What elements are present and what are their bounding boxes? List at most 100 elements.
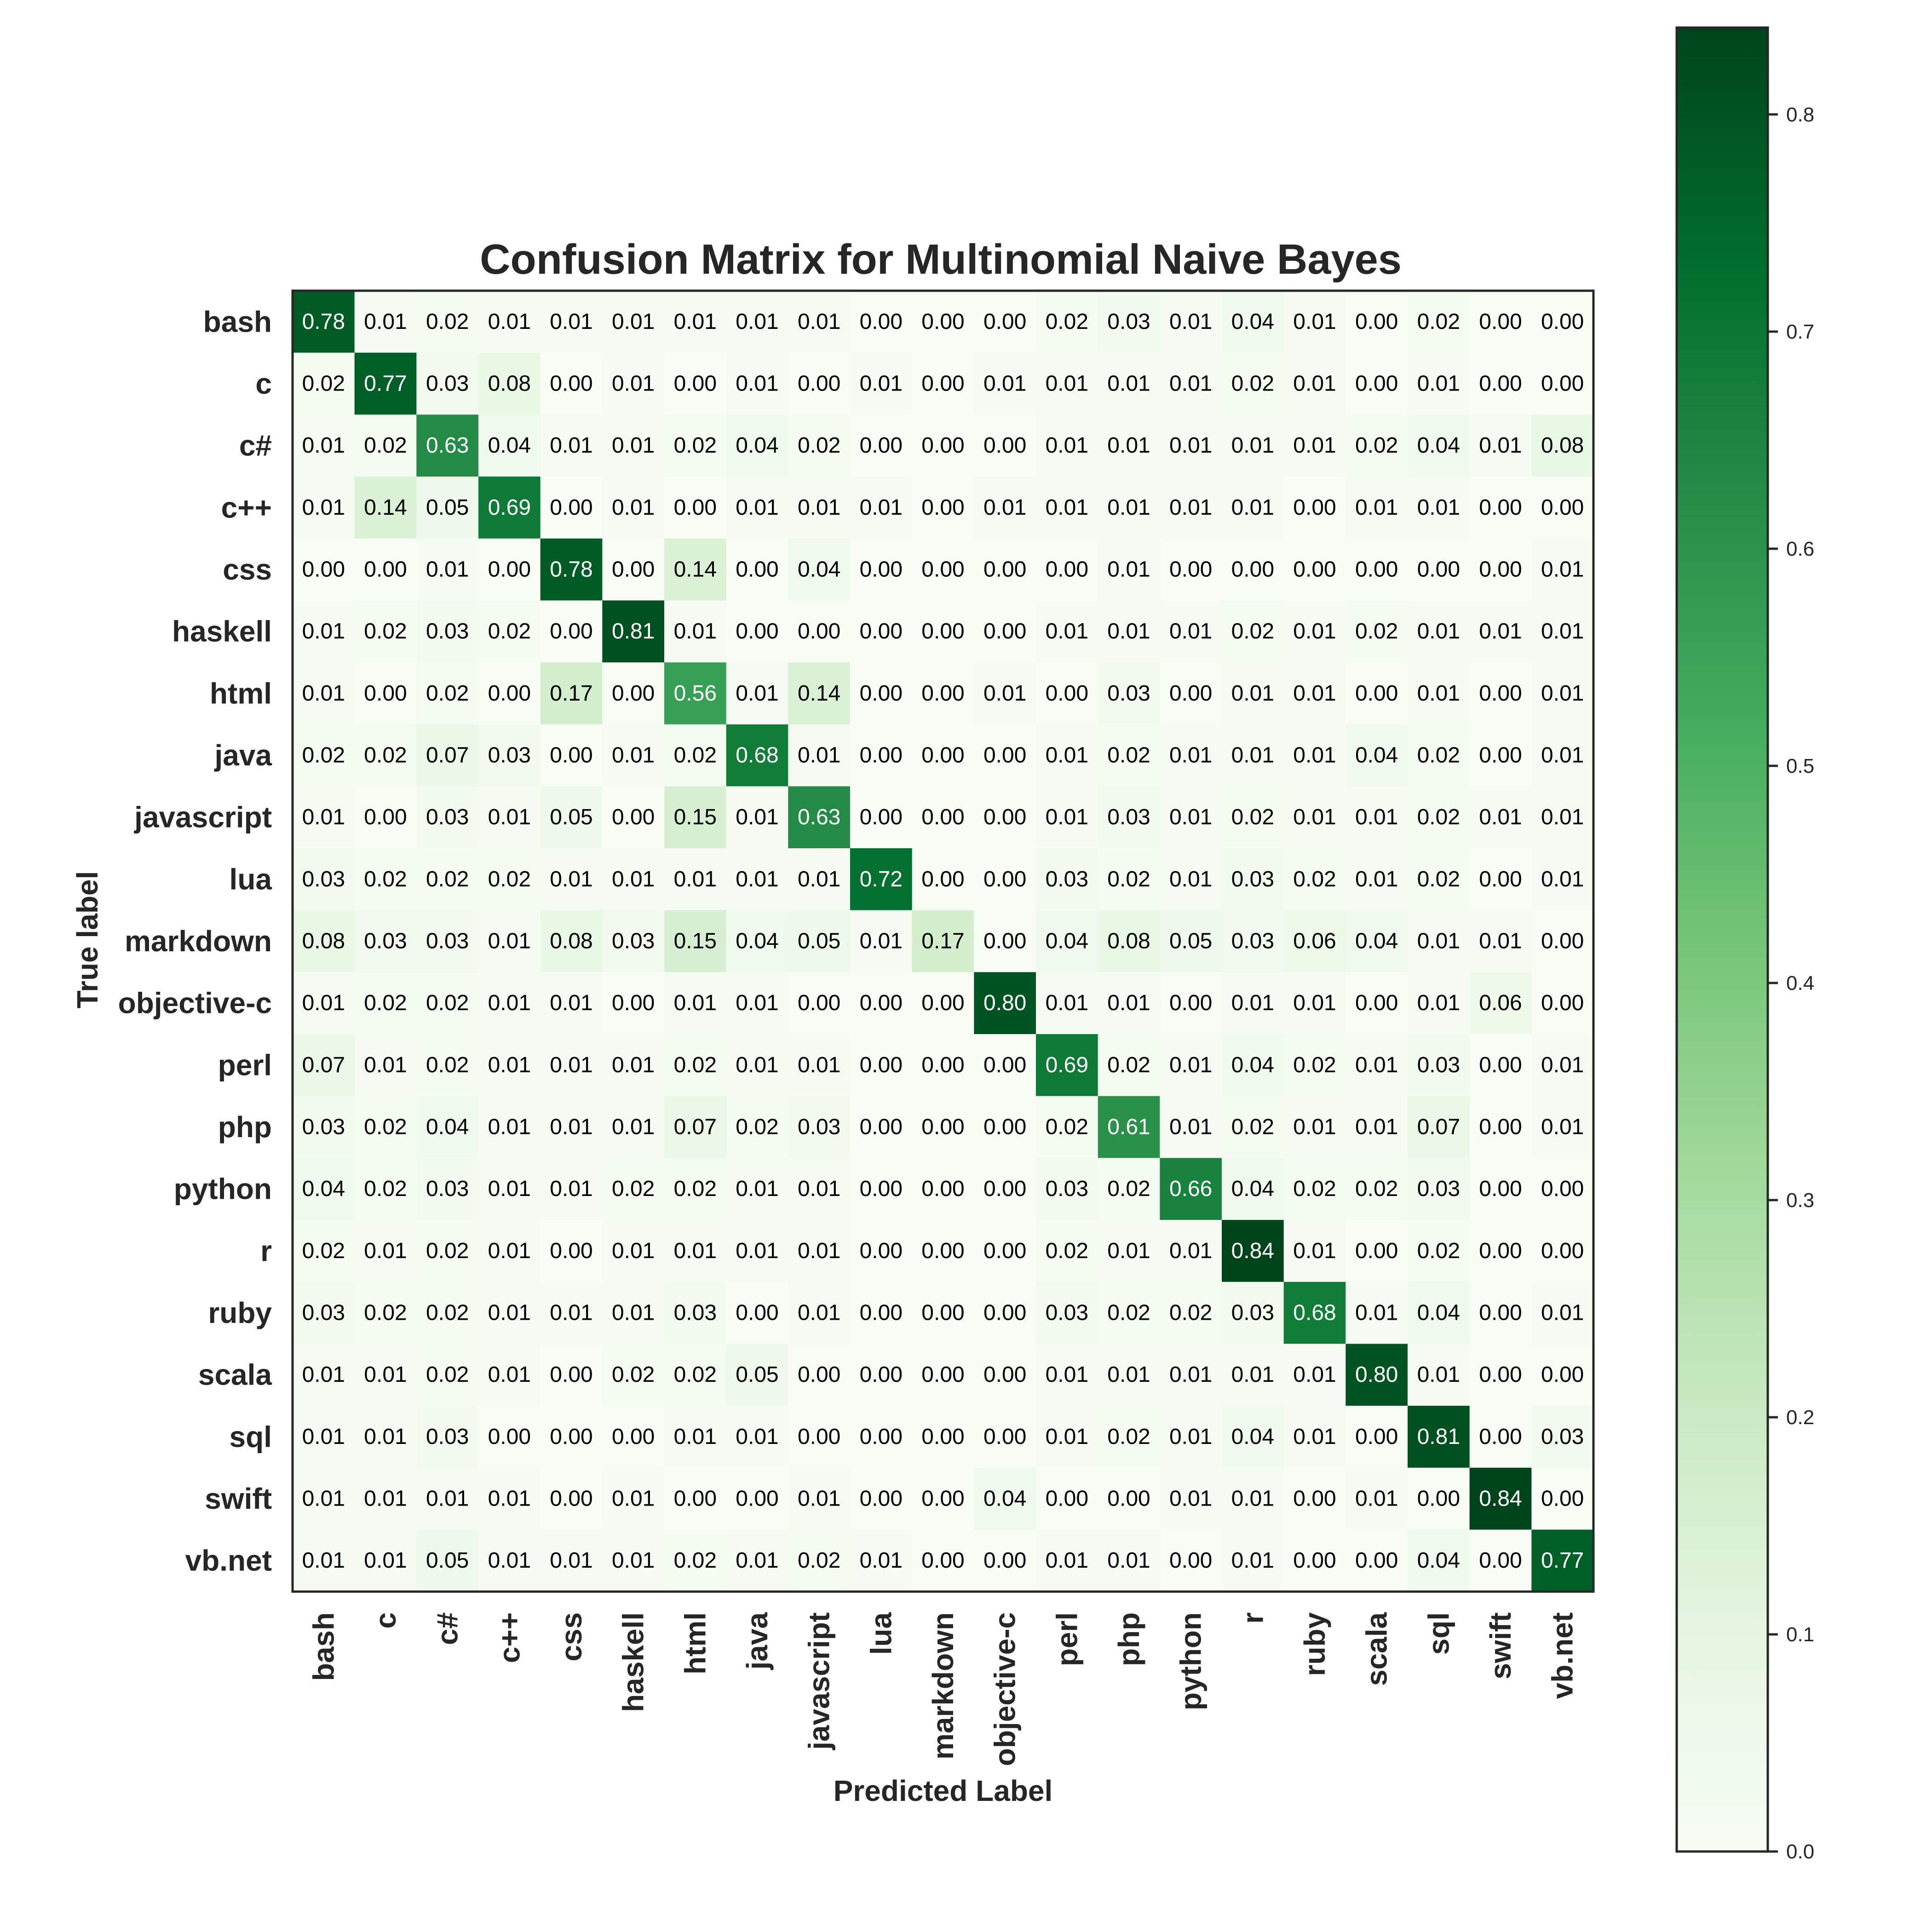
heatmap-cell	[912, 1530, 974, 1592]
cell-value-label: 0.00	[860, 991, 903, 1015]
cell-value-label: 0.81	[1417, 1425, 1460, 1449]
heatmap-cell	[416, 1220, 479, 1282]
heatmap-cell	[1098, 538, 1160, 601]
heatmap-cell	[850, 1467, 913, 1530]
heatmap-cell	[602, 291, 665, 353]
cell-value-label: 0.05	[426, 1548, 469, 1573]
heatmap-cell	[1036, 291, 1098, 353]
heatmap-cell	[354, 538, 417, 601]
heatmap-cell	[726, 724, 788, 787]
heatmap-cell	[912, 848, 974, 911]
cell-value-label: 0.01	[1169, 433, 1212, 458]
cell-value-label: 0.01	[1169, 310, 1212, 334]
heatmap-cell	[1036, 662, 1098, 725]
heatmap-cell	[850, 910, 913, 972]
heatmap-cell	[478, 848, 541, 911]
cell-value-label: 0.01	[1169, 1239, 1212, 1263]
heatmap-cell	[1469, 1467, 1532, 1530]
cell-value-label: 0.01	[1293, 743, 1336, 768]
heatmap-cell	[1408, 414, 1470, 477]
cell-value-label: 0.77	[364, 372, 407, 396]
cell-value-label: 0.00	[612, 1425, 655, 1449]
heatmap-cell	[1036, 972, 1098, 1035]
heatmap-cell	[1531, 848, 1594, 911]
cell-value-label: 0.00	[1541, 310, 1584, 334]
cell-value-label: 0.01	[736, 372, 778, 396]
heatmap-cell	[540, 352, 603, 415]
cell-value-label: 0.03	[1107, 805, 1150, 829]
heatmap-cell	[1036, 1406, 1098, 1468]
cell-value-label: 0.00	[736, 558, 778, 582]
cell-value-label: 0.78	[550, 558, 592, 582]
heatmap-cell	[1283, 786, 1346, 849]
cell-value-label: 0.00	[921, 1177, 964, 1201]
cell-value-label: 0.00	[1541, 495, 1584, 520]
cell-value-label: 0.02	[1107, 1301, 1150, 1325]
heatmap-cell	[1222, 662, 1284, 725]
heatmap-cell	[1283, 600, 1346, 663]
heatmap-cell	[1283, 972, 1346, 1035]
heatmap-cell	[1283, 1096, 1346, 1158]
heatmap-cell	[1160, 538, 1222, 601]
cell-value-label: 0.01	[1107, 433, 1150, 458]
cell-value-label: 0.01	[674, 619, 717, 644]
cell-value-label: 0.69	[488, 495, 531, 520]
cell-value-label: 0.01	[364, 1363, 407, 1387]
heatmap-cell	[1160, 1467, 1222, 1530]
heatmap-cell	[1222, 414, 1284, 477]
cell-value-label: 0.01	[364, 1487, 407, 1511]
cell-value-label: 0.00	[550, 495, 592, 520]
heatmap-cell	[1408, 1467, 1470, 1530]
heatmap-cell	[850, 1530, 913, 1592]
cell-value-label: 0.05	[550, 805, 592, 829]
cell-value-label: 0.02	[674, 1548, 717, 1573]
cell-value-label: 0.01	[798, 1487, 840, 1511]
cell-value-label: 0.00	[1046, 1487, 1088, 1511]
heatmap-cell	[664, 972, 727, 1035]
heatmap-cell	[1531, 662, 1594, 725]
x-tick-label: sql	[1422, 1612, 1455, 1655]
heatmap-cell	[1469, 724, 1532, 787]
heatmap-cell	[1408, 1220, 1470, 1282]
cell-value-label: 0.03	[1231, 867, 1274, 891]
cell-value-label: 0.02	[426, 310, 469, 334]
heatmap-cell	[1531, 1220, 1594, 1282]
cell-value-label: 0.00	[364, 558, 407, 582]
cell-value-label: 0.00	[860, 805, 903, 829]
heatmap-cell	[1098, 1467, 1160, 1530]
heatmap-cell	[1222, 1282, 1284, 1344]
heatmap-cell	[416, 1282, 479, 1344]
cell-value-label: 0.00	[1479, 1301, 1522, 1325]
cell-value-label: 0.01	[302, 1363, 345, 1387]
cell-value-label: 0.03	[1417, 1053, 1460, 1077]
cell-value-label: 0.01	[302, 1425, 345, 1449]
cell-value-label: 0.02	[364, 991, 407, 1015]
heatmap-cell	[1036, 600, 1098, 663]
colorbar: 0.0 0.1 0.2 0.3 0.4 0.5 0.6 0.7 0.8	[1675, 26, 1814, 1863]
heatmap-cell	[912, 1096, 974, 1158]
cell-value-label: 0.08	[488, 372, 531, 396]
cell-value-label: 0.01	[302, 1548, 345, 1573]
cell-value-label: 0.03	[1231, 929, 1274, 954]
heatmap-cell	[602, 662, 665, 725]
cell-value-label: 0.00	[921, 805, 964, 829]
cell-value-label: 0.01	[1169, 867, 1212, 891]
cell-value-label: 0.02	[798, 433, 840, 458]
heatmap-cell	[726, 910, 788, 972]
cell-value-label: 0.15	[674, 929, 717, 954]
heatmap-cell	[1531, 538, 1594, 601]
heatmap-cell	[354, 1406, 417, 1468]
cell-value-label: 0.00	[983, 558, 1026, 582]
cell-value-label: 0.06	[1293, 929, 1336, 954]
cell-value-label: 0.01	[1417, 681, 1460, 706]
cell-value-label: 0.00	[550, 1239, 592, 1263]
heatmap-cell	[416, 662, 479, 725]
cell-value-label: 0.02	[612, 1363, 655, 1387]
cell-value-label: 0.07	[674, 1115, 717, 1139]
heatmap-cell	[850, 786, 913, 849]
heatmap-cell	[1160, 662, 1222, 725]
cell-value-label: 0.03	[426, 1425, 469, 1449]
heatmap-cell	[974, 1220, 1036, 1282]
cell-value-label: 0.01	[736, 867, 778, 891]
cell-value-label: 0.01	[302, 681, 345, 706]
